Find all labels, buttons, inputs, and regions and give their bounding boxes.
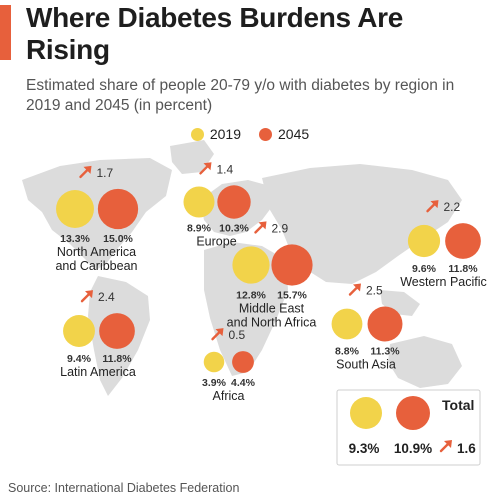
change-arrow-south-asia-head (353, 283, 361, 292)
change-arrow-africa (211, 328, 224, 341)
value-2019-south-asia: 8.8% (335, 345, 360, 357)
africa-landmass (204, 242, 288, 376)
region-latin-america: 2.4 9.4% 11.8%Latin America (60, 290, 136, 379)
bubble-2045-latin-america (99, 313, 135, 349)
legend-item-2019: 2019 (190, 126, 241, 142)
change-value-western-pacific: 2.2 (444, 200, 461, 214)
region-south-asia: 2.5 8.8% 11.3%South Asia (331, 283, 403, 371)
change-arrow-middle-east-and-north-africa-head (258, 221, 267, 230)
change-arrow-north-america-and-caribbean-head (83, 165, 92, 174)
change-arrow-africa-head (215, 328, 224, 337)
total-change-value: 1.6 (457, 441, 476, 456)
change-arrow-latin-america (80, 290, 93, 303)
legend-label-2019: 2019 (209, 126, 241, 142)
region-label-middle-east-and-north-africa-line2: and North Africa (227, 316, 317, 330)
legend-dot-2045 (259, 127, 272, 141)
bubble-2045-western-pacific (445, 223, 481, 259)
bubble-2019-middle-east-and-north-africa (232, 246, 270, 284)
bubble-2019-north-america-and-caribbean (56, 190, 94, 228)
region-label-europe-line1: Europe (196, 235, 236, 249)
legend-item-2045: 2045 (259, 126, 309, 142)
region-label-north-america-and-caribbean-line1: North America (57, 245, 136, 259)
total-change-arrow (439, 440, 452, 453)
greenland-landmass (170, 140, 214, 174)
bubble-2045-south-asia (367, 306, 403, 342)
chart-subtitle: Estimated share of people 20-79 y/o with… (26, 77, 455, 114)
change-arrow-europe (199, 162, 212, 175)
value-2019-western-pacific: 9.6% (412, 263, 437, 275)
region-label-middle-east-and-north-africa-line1: Middle East (239, 302, 305, 316)
bubble-2045-europe (217, 185, 251, 219)
value-2045-africa: 4.4% (231, 377, 256, 389)
australia-landmass (388, 336, 462, 388)
value-2045-north-america-and-caribbean: 15.0% (103, 233, 133, 245)
region-label-north-america-and-caribbean-line2: and Caribbean (55, 259, 137, 273)
total-value-2045: 10.9% (394, 441, 432, 456)
region-western-pacific: 2.2 9.6% 11.8%Western Pacific (400, 200, 487, 289)
value-2045-europe: 10.3% (219, 223, 249, 235)
change-value-north-america-and-caribbean: 1.7 (97, 166, 114, 180)
bubble-2019-europe (183, 186, 215, 218)
world-map-background (22, 140, 462, 396)
region-africa: 0.5 3.9% 4.4%Africa (202, 328, 256, 403)
region-europe: 1.4 8.9% 10.3%Europe (183, 162, 251, 249)
value-2045-western-pacific: 11.8% (448, 263, 478, 275)
asia-landmass (262, 164, 462, 284)
change-arrow-latin-america-head (85, 290, 93, 299)
chart-title: Where Diabetes Burdens Are Rising (26, 2, 404, 65)
change-value-africa: 0.5 (229, 328, 246, 342)
value-2019-latin-america: 9.4% (67, 353, 92, 365)
change-value-south-asia: 2.5 (366, 284, 383, 298)
total-change-arrow-head (444, 440, 452, 448)
total-bubble-2019 (350, 397, 382, 429)
legend-label-2045: 2045 (278, 126, 310, 142)
bubble-2045-north-america-and-caribbean (97, 188, 139, 230)
region-label-africa-line1: Africa (213, 389, 245, 403)
change-arrow-south-asia (348, 283, 361, 296)
total-label: Total (442, 397, 474, 413)
bubble-2045-africa (232, 351, 254, 373)
title-accent-bar (0, 5, 11, 60)
region-label-latin-america-line1: Latin America (60, 365, 136, 379)
change-value-latin-america: 2.4 (98, 290, 115, 304)
value-2019-middle-east-and-north-africa: 12.8% (236, 290, 266, 302)
change-value-middle-east-and-north-africa: 2.9 (272, 221, 289, 235)
legend: 2019 2045 (0, 126, 500, 142)
change-arrow-western-pacific (426, 200, 439, 213)
value-2045-south-asia: 11.3% (370, 345, 400, 357)
change-arrow-middle-east-and-north-africa (254, 221, 267, 234)
bubble-2019-south-asia (331, 308, 363, 340)
value-2019-north-america-and-caribbean: 13.3% (60, 233, 90, 245)
bubble-2045-middle-east-and-north-africa (271, 244, 313, 286)
region-label-south-asia-line1: South Asia (336, 357, 396, 371)
change-arrow-north-america-and-caribbean (79, 165, 92, 179)
bubble-2019-africa (203, 351, 225, 373)
value-2019-europe: 8.9% (187, 223, 212, 235)
value-2019-africa: 3.9% (202, 377, 227, 389)
change-arrow-europe-head (203, 162, 212, 171)
total-value-2019: 9.3% (349, 441, 380, 456)
change-value-europe: 1.4 (217, 162, 234, 176)
source-note: Source: International Diabetes Federatio… (8, 481, 240, 495)
north-america-landmass (22, 158, 172, 270)
value-2045-latin-america: 11.8% (102, 353, 132, 365)
change-arrow-western-pacific-head (430, 200, 439, 209)
bubble-2019-western-pacific (407, 224, 441, 258)
bubble-2019-latin-america (63, 315, 95, 347)
total-box: Total 9.3% 10.9% 1.6 (336, 389, 481, 466)
region-label-western-pacific-line1: Western Pacific (400, 275, 487, 289)
total-bubble-2045 (396, 396, 430, 430)
value-2045-middle-east-and-north-africa: 15.7% (277, 290, 307, 302)
legend-dot-2019 (190, 127, 204, 141)
